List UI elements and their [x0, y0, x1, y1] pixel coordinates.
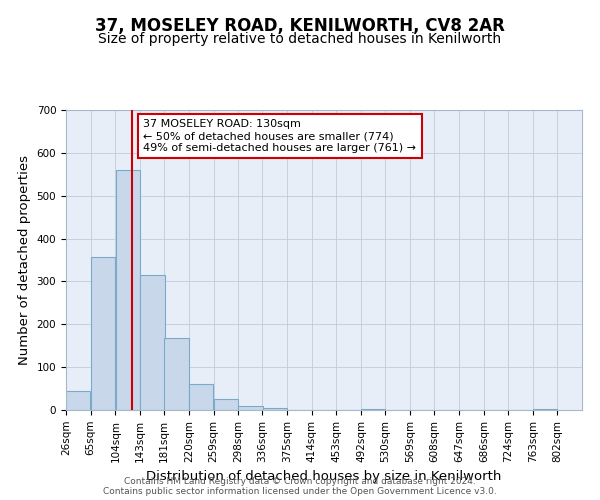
Text: 37, MOSELEY ROAD, KENILWORTH, CV8 2AR: 37, MOSELEY ROAD, KENILWORTH, CV8 2AR — [95, 18, 505, 36]
Bar — [164, 338, 188, 410]
Bar — [361, 408, 385, 410]
Bar — [91, 256, 115, 410]
Bar — [263, 408, 287, 410]
Bar — [189, 384, 213, 410]
X-axis label: Distribution of detached houses by size in Kenilworth: Distribution of detached houses by size … — [146, 470, 502, 483]
Bar — [116, 170, 140, 410]
Text: 37 MOSELEY ROAD: 130sqm
← 50% of detached houses are smaller (774)
49% of semi-d: 37 MOSELEY ROAD: 130sqm ← 50% of detache… — [143, 120, 416, 152]
Bar — [533, 408, 557, 410]
Bar — [238, 406, 263, 410]
Text: Contains public sector information licensed under the Open Government Licence v3: Contains public sector information licen… — [103, 488, 497, 496]
Bar — [66, 390, 91, 410]
Bar — [214, 400, 238, 410]
Y-axis label: Number of detached properties: Number of detached properties — [18, 155, 31, 365]
Text: Size of property relative to detached houses in Kenilworth: Size of property relative to detached ho… — [98, 32, 502, 46]
Bar — [140, 275, 164, 410]
Text: Contains HM Land Registry data © Crown copyright and database right 2024.: Contains HM Land Registry data © Crown c… — [124, 478, 476, 486]
